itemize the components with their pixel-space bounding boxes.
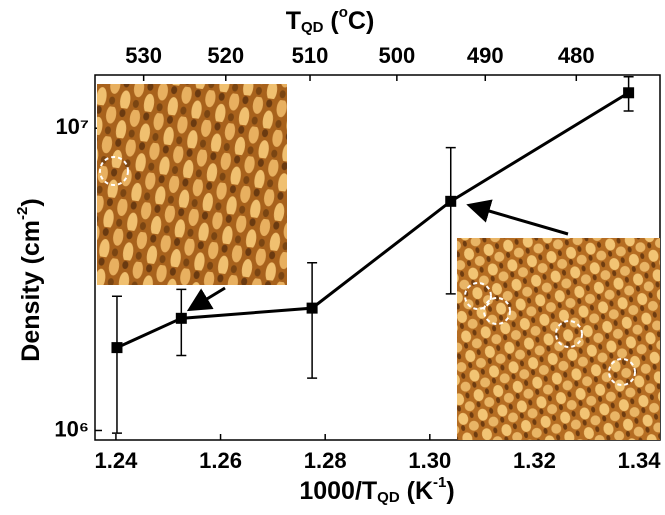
x-tick-label: 1.26: [199, 448, 242, 473]
x2-label-sup: o: [339, 4, 348, 21]
x2-tick-label: 490: [467, 43, 504, 68]
data-point: [307, 303, 318, 314]
data-point: [176, 313, 187, 324]
x-tick-label: 1.34: [618, 448, 662, 473]
x-label-sub: QD: [377, 489, 400, 506]
x-label-part: 1000/T: [299, 477, 377, 505]
data-point: [623, 87, 634, 98]
x-tick-label: 1.30: [408, 448, 451, 473]
x-tick-label: 1.24: [95, 448, 139, 473]
y-label-part: ): [17, 198, 45, 206]
x-label-sup: -1: [433, 474, 446, 491]
x2-tick-label: 500: [378, 43, 415, 68]
y-label-sup: -2: [14, 207, 31, 220]
x2-label-part: T: [286, 7, 301, 35]
x-label-part: (K: [400, 477, 433, 505]
arrow: [192, 288, 225, 308]
x2-label-sub: QD: [301, 19, 324, 36]
y-label-part: Density (cm: [17, 220, 45, 362]
x2-tick-label: 530: [125, 43, 162, 68]
x-tick-label: 1.28: [304, 448, 347, 473]
error-bar: [446, 148, 456, 294]
y-axis-title: Density (cm-2): [14, 198, 45, 361]
x2-label-part: C): [348, 7, 374, 35]
error-bar: [307, 263, 317, 378]
y-tick-label: 10⁷: [55, 114, 89, 139]
error-bar: [112, 296, 122, 433]
data-point: [445, 196, 456, 207]
y-tick-label: 10⁶: [54, 416, 89, 441]
data-point: [111, 342, 122, 353]
x2-tick-label: 480: [558, 43, 595, 68]
inset-afm-image: [457, 238, 660, 440]
arrow: [472, 206, 568, 234]
x2-tick-label: 510: [292, 43, 329, 68]
inset-afm-image: [97, 84, 287, 285]
x2-label-part: (: [323, 7, 339, 35]
x2-tick-label: 520: [207, 43, 244, 68]
x-axis-title: 1000/TQD (K-1): [299, 474, 454, 506]
x-label-part: ): [446, 477, 454, 505]
x2-axis-title: TQD (oC): [286, 4, 375, 36]
chart: 1.24 1.26 1.28 1.30 1.32 1.34 530 520 510 500 490 4…: [0, 0, 665, 515]
x-tick-label: 1.32: [513, 448, 556, 473]
page: {"chart_data": {"type": "line", "x_label…: [0, 0, 665, 515]
